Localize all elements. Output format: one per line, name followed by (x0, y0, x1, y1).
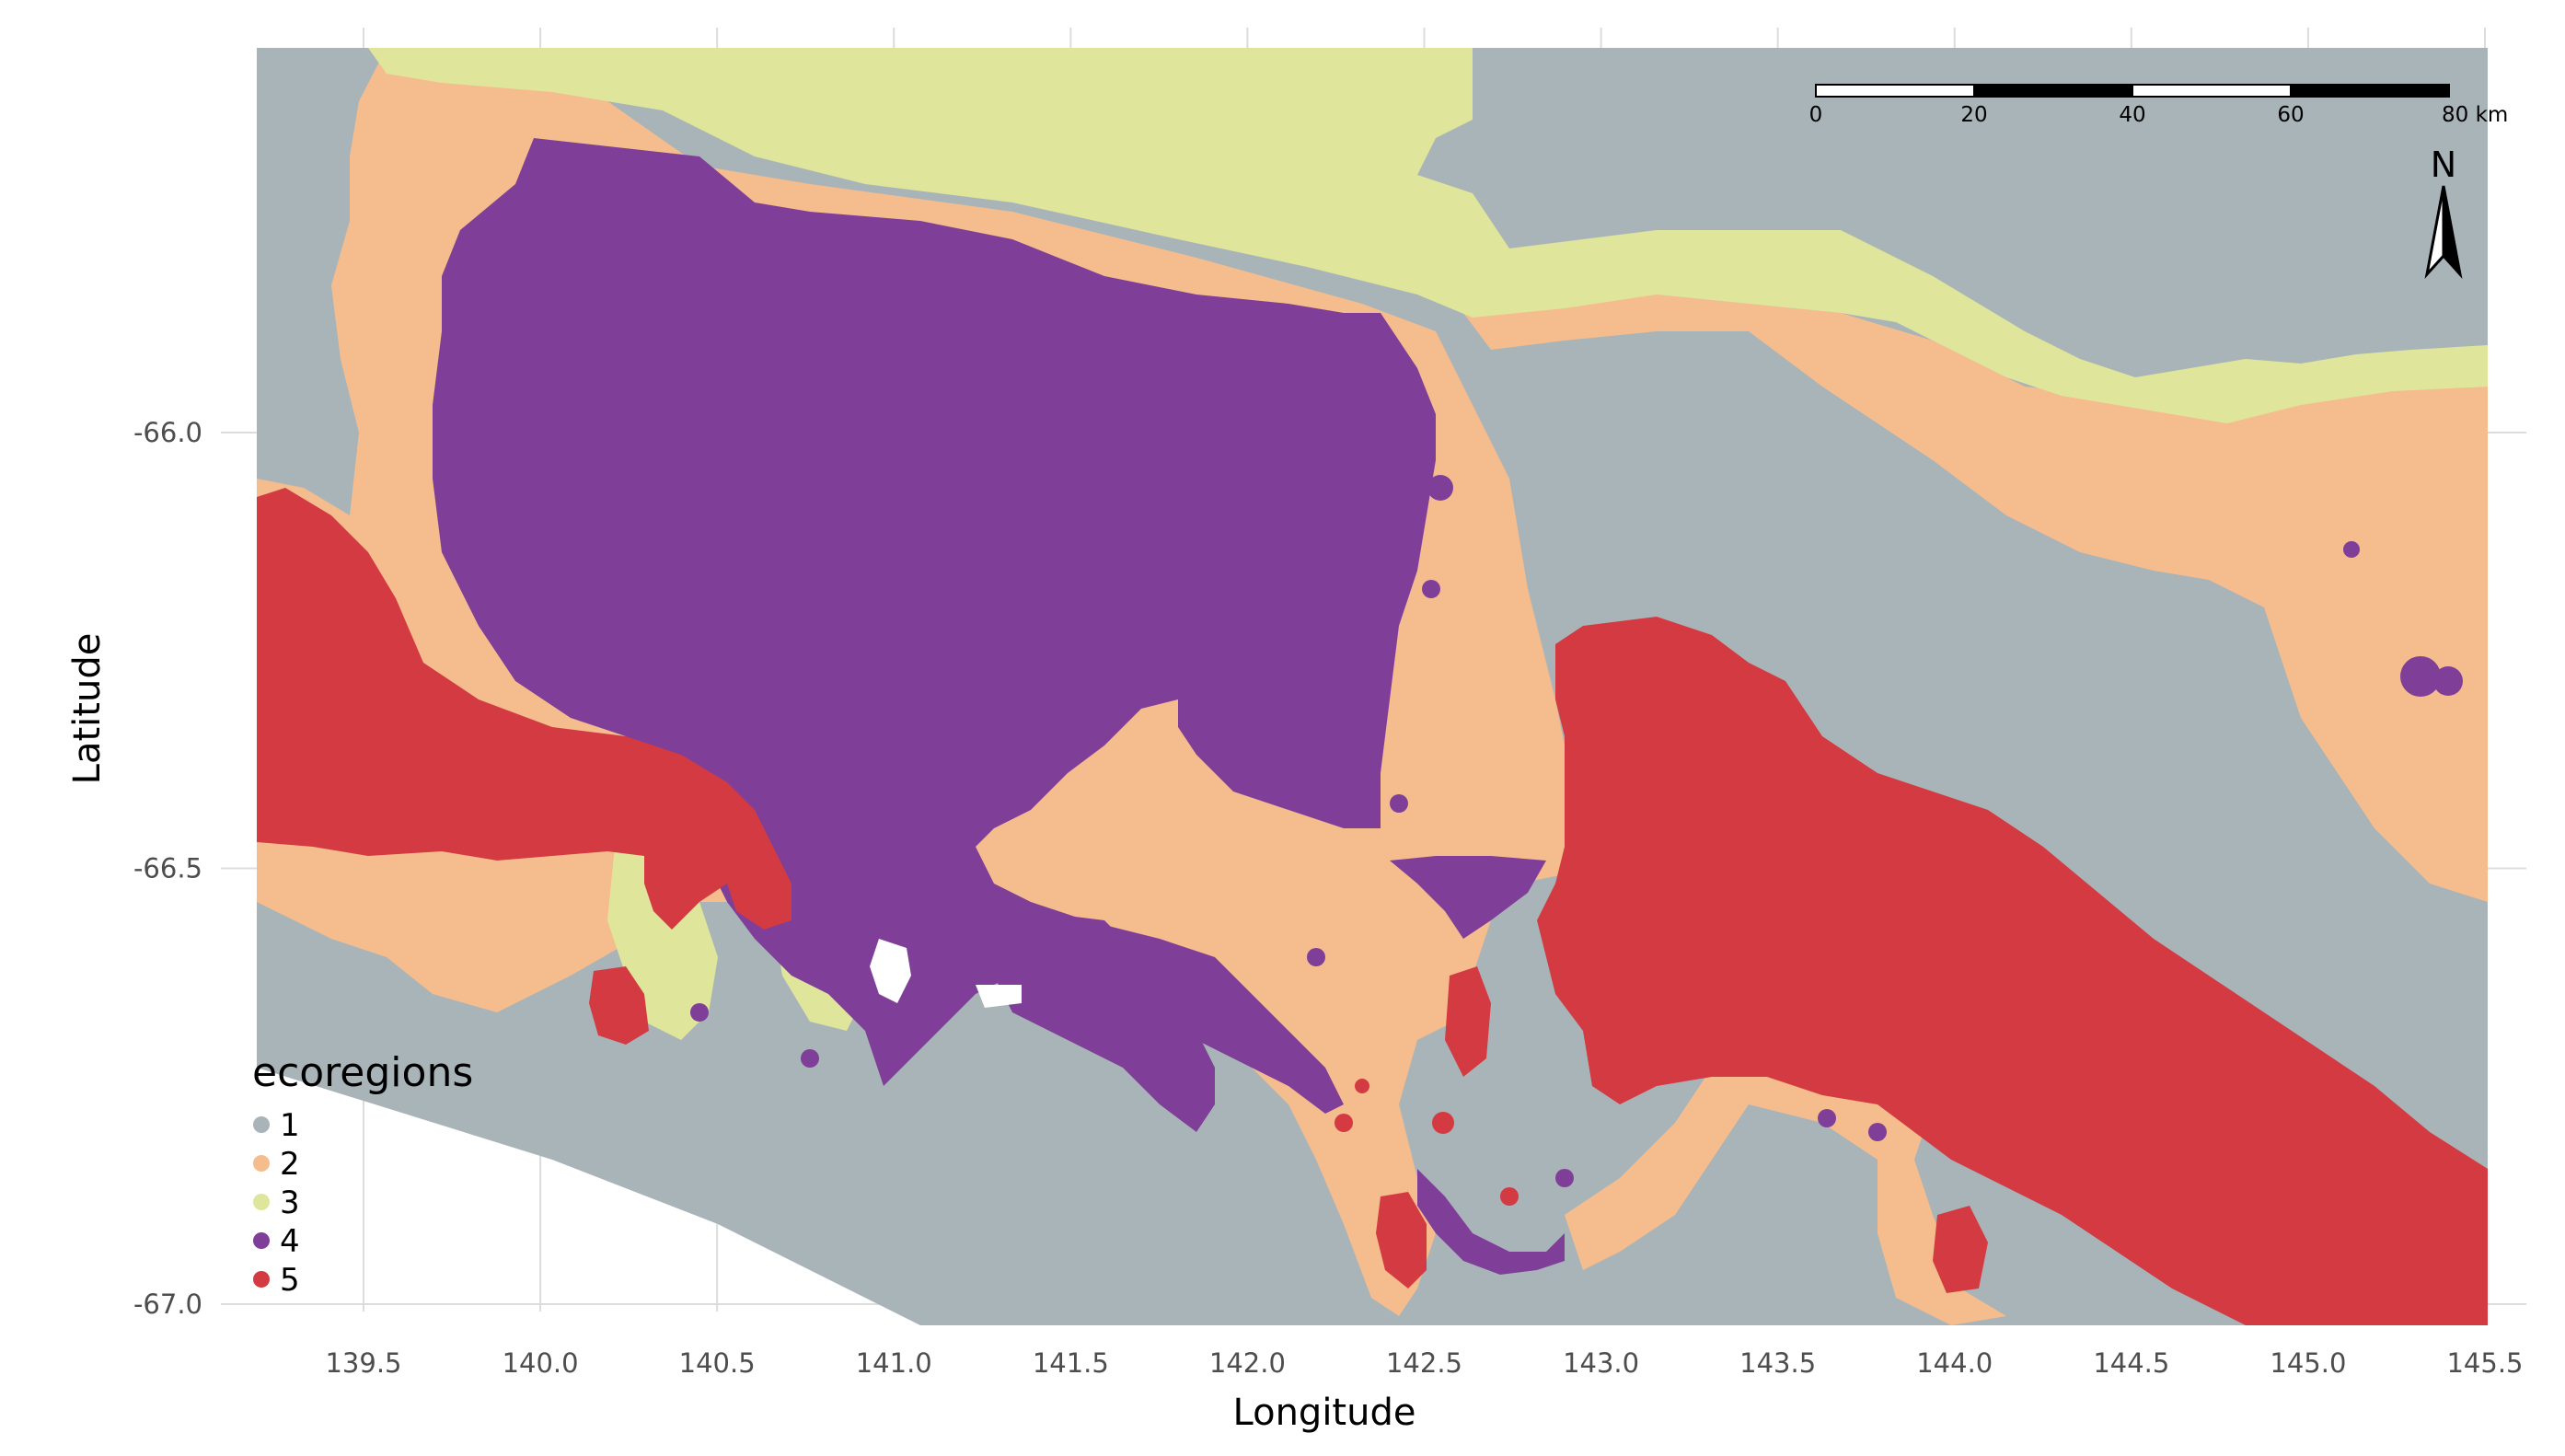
y-axis-ticks: -66.0 -66.5 -67.0 (133, 417, 202, 1320)
ecoregion-4-east-lobe (1390, 856, 1546, 939)
ecoregion-2-east (1463, 295, 2488, 902)
ecoregion-4-spot (1427, 475, 1453, 501)
no-data-hole (870, 939, 911, 1003)
x-tick-label: 143.0 (1563, 1347, 1639, 1379)
scale-bar: 0 20 40 60 80 km (1809, 84, 2508, 127)
legend-key-4 (253, 1232, 270, 1249)
ecoregion-4-spot (2433, 666, 2463, 696)
ecoregion-4-spot (1422, 580, 1440, 598)
ecoregion-4-spot (1390, 794, 1408, 813)
ecoregion-5-spot (1334, 1114, 1353, 1132)
scale-label: 20 (1960, 103, 1987, 127)
ecoregion-4-spot (1307, 948, 1325, 966)
ecoregion-5-south-pocket (1376, 1192, 1427, 1288)
legend-key-1 (253, 1116, 270, 1133)
x-tick-label: 139.5 (325, 1347, 401, 1379)
ecoregion-3-north (368, 48, 2488, 423)
ecoregion-5-south-pocket-3 (1933, 1206, 1988, 1293)
north-arrow-right-half (2442, 185, 2463, 279)
y-tick-label: -66.5 (133, 853, 202, 884)
ecoregion-5-west (257, 488, 791, 930)
scale-segment-2 (1973, 84, 2133, 98)
legend-label-2: 2 (280, 1146, 300, 1183)
ecoregion-4-spot (690, 1003, 709, 1022)
legend-label-3: 3 (280, 1184, 300, 1221)
legend-label-1: 1 (280, 1107, 300, 1144)
ecoregion-4-spot (1818, 1109, 1836, 1127)
x-tick-label: 140.5 (679, 1347, 756, 1379)
legend-label-4: 4 (280, 1223, 300, 1260)
scale-segment-1 (1815, 84, 1975, 98)
ecoregion-4-spot (2343, 541, 2360, 558)
x-axis-ticks: 139.5 140.0 140.5 141.0 141.5 142.0 142.5 143.0… (325, 1347, 2523, 1379)
x-tick-label: 142.0 (1209, 1347, 1286, 1379)
y-tick-label: -66.0 (133, 417, 202, 448)
x-axis-title: Longitude (1233, 1392, 1416, 1434)
y-tick-label: -67.0 (133, 1288, 202, 1320)
x-tick-label: 144.5 (2093, 1347, 2169, 1379)
x-tick-label: 142.5 (1386, 1347, 1462, 1379)
north-arrow: N (2424, 144, 2463, 279)
legend-key-2 (253, 1155, 270, 1172)
ecoregion-1-west-strip (257, 48, 387, 515)
y-axis-title: Latitude (66, 633, 109, 785)
no-data-hole (976, 985, 1022, 1008)
ecoregion-5-spot (1432, 1112, 1454, 1134)
scale-label: 80 km (2442, 103, 2508, 127)
scale-label: 40 (2119, 103, 2145, 127)
scale-segment-4 (2290, 84, 2450, 98)
ecoregion-5-spot (1500, 1187, 1519, 1206)
x-tick-label: 144.0 (1916, 1347, 1993, 1379)
ecoregion-4-south-lobe (976, 911, 1215, 1132)
ecoregion-regions (257, 48, 2488, 1325)
ecoregion-5-south-pocket-2 (1445, 966, 1491, 1077)
legend-label-5: 5 (280, 1262, 300, 1299)
ecoregion-4-spot (801, 1049, 819, 1068)
x-tick-label: 140.0 (503, 1347, 579, 1379)
x-tick-label: 145.5 (2446, 1347, 2523, 1379)
ecoregion-4-spot (1868, 1123, 1887, 1141)
ecoregion-4-spot (1555, 1169, 1574, 1187)
north-label: N (2431, 144, 2456, 185)
ecoregion-5-spot (1355, 1079, 1369, 1093)
legend-key-3 (253, 1194, 270, 1210)
scale-label: 0 (1809, 103, 1823, 127)
scale-label: 60 (2277, 103, 2304, 127)
scale-segment-3 (2132, 84, 2292, 98)
x-tick-label: 141.0 (856, 1347, 932, 1379)
ecoregion-5-west-pocket (589, 966, 649, 1045)
x-tick-label: 141.5 (1033, 1347, 1109, 1379)
ecoregion-4-central (433, 138, 1436, 1114)
ecoregion-4-south-arc (1417, 1169, 1565, 1275)
x-tick-label: 145.0 (2270, 1347, 2346, 1379)
legend-key-5 (253, 1271, 270, 1288)
ecoregion-5-east (1537, 617, 2488, 1325)
ecoregion-4-spot (2400, 656, 2441, 697)
legend-title: ecoregions (252, 1049, 473, 1096)
x-tick-label: 143.5 (1739, 1347, 1816, 1379)
